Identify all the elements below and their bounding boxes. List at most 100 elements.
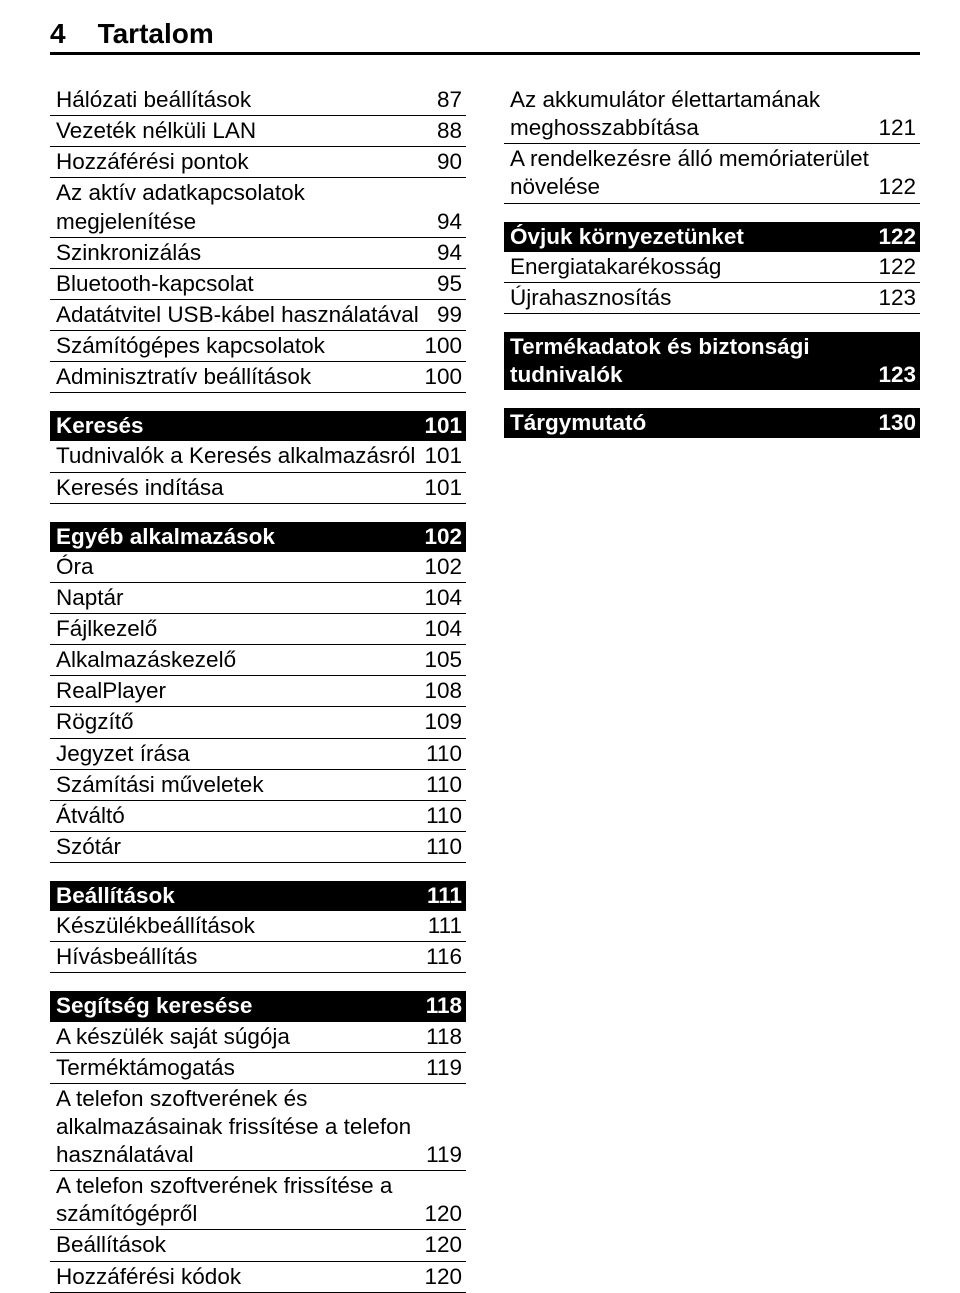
toc-label: Naptár (56, 584, 424, 612)
toc-page: 110 (426, 833, 462, 861)
toc-column-right: Az akkumulátor élettartamának meghosszab… (504, 85, 920, 1293)
toc-section: Termékadatok és biztonsági tudnivalók123 (504, 332, 920, 390)
toc-item: Fájlkezelő104 (50, 614, 466, 645)
toc-item: A rendelkezésre álló memóriaterület növe… (504, 144, 920, 203)
toc-item: Számítási műveletek110 (50, 770, 466, 801)
toc-label: Szinkronizálás (56, 239, 437, 267)
toc-page: 101 (424, 412, 462, 440)
toc-page: 101 (424, 442, 462, 470)
toc-label: Az akkumulátor élettartamának meghosszab… (510, 86, 878, 142)
toc-item: RealPlayer108 (50, 676, 466, 707)
toc-label: Keresés indítása (56, 474, 424, 502)
header-title: Tartalom (98, 18, 214, 50)
toc-label: Jegyzet írása (56, 740, 426, 768)
toc-item: Energiatakarékosság122 (504, 252, 920, 283)
toc-label: Egyéb alkalmazások (56, 523, 424, 551)
toc-page: 122 (878, 173, 916, 201)
toc-section: Beállítások111 (50, 881, 466, 911)
toc-label: Terméktámogatás (56, 1054, 426, 1082)
toc-label: Hozzáférési kódok (56, 1263, 424, 1291)
toc-label: Óvjuk környezetünket (510, 223, 878, 251)
toc-page: 102 (424, 553, 462, 581)
toc-label: Beállítások (56, 882, 427, 910)
toc-page: 122 (878, 253, 916, 281)
toc-label: A telefon szoftverének frissítése a szám… (56, 1172, 424, 1228)
toc-page: 130 (878, 409, 916, 437)
toc-item: A telefon szoftverének frissítése a szám… (50, 1171, 466, 1230)
toc-label: Óra (56, 553, 424, 581)
toc-label: Átváltó (56, 802, 426, 830)
toc-item: Az aktív adatkapcsolatok megjelenítése94 (50, 178, 466, 237)
toc-page: 99 (437, 301, 462, 329)
toc-item: Keresés indítása101 (50, 473, 466, 504)
toc-page: 116 (426, 943, 462, 971)
toc-item: Hozzáférési pontok90 (50, 147, 466, 178)
page-number: 4 (50, 18, 66, 50)
toc-item: A telefon szoftverének és alkalmazásaina… (50, 1084, 466, 1171)
toc-page: 110 (426, 771, 462, 799)
toc-item: Szótár110 (50, 832, 466, 863)
toc-label: Tárgymutató (510, 409, 878, 437)
toc-page: 88 (437, 117, 462, 145)
toc-label: RealPlayer (56, 677, 424, 705)
toc-label: Rögzítő (56, 708, 424, 736)
toc-page: 119 (426, 1054, 462, 1082)
toc-label: Segítség keresése (56, 992, 426, 1020)
toc-page: 120 (424, 1231, 462, 1259)
toc-label: Tudnivalók a Keresés alkalmazásról (56, 442, 424, 470)
toc-section: Óvjuk környezetünket122 (504, 222, 920, 252)
toc-page: 105 (424, 646, 462, 674)
toc-item: Adminisztratív beállítások100 (50, 362, 466, 393)
toc-label: Számítási műveletek (56, 771, 426, 799)
toc-item: Terméktámogatás119 (50, 1053, 466, 1084)
toc-page: 102 (424, 523, 462, 551)
toc-section: Egyéb alkalmazások102 (50, 522, 466, 552)
toc-page: 100 (424, 332, 462, 360)
toc-page: 95 (437, 270, 462, 298)
toc-page: 120 (424, 1263, 462, 1291)
toc-page: 111 (427, 882, 462, 910)
toc-label: Adatátvitel USB-kábel használatával (56, 301, 437, 329)
toc-page: 94 (437, 239, 462, 267)
toc-page: 90 (437, 148, 462, 176)
toc-page: 104 (424, 615, 462, 643)
toc-page: 119 (426, 1141, 462, 1169)
toc-item: Beállítások120 (50, 1230, 466, 1261)
toc-page: 118 (426, 1023, 462, 1051)
toc-item: Hálózati beállítások87 (50, 85, 466, 116)
toc-item: Naptár104 (50, 583, 466, 614)
toc-item: Átváltó110 (50, 801, 466, 832)
toc-page: 118 (426, 992, 462, 1020)
toc-page: 109 (424, 708, 462, 736)
toc-label: Termékadatok és biztonsági tudnivalók (510, 333, 878, 389)
toc-label: Hívásbeállítás (56, 943, 426, 971)
toc-item: Szinkronizálás94 (50, 238, 466, 269)
toc-item: Hozzáférési kódok120 (50, 1262, 466, 1293)
toc-label: Energiatakarékosság (510, 253, 878, 281)
toc-label: Hozzáférési pontok (56, 148, 437, 176)
toc-page: 108 (424, 677, 462, 705)
toc-label: Hálózati beállítások (56, 86, 437, 114)
toc-page: 110 (426, 740, 462, 768)
toc-section: Tárgymutató130 (504, 408, 920, 438)
toc-item: Hívásbeállítás116 (50, 942, 466, 973)
toc-page: 110 (426, 802, 462, 830)
toc-page: 100 (424, 363, 462, 391)
toc-item: Újrahasznosítás123 (504, 283, 920, 314)
toc-label: Bluetooth-kapcsolat (56, 270, 437, 298)
toc-page: 94 (437, 208, 462, 236)
toc-column-left: Hálózati beállítások87Vezeték nélküli LA… (50, 85, 466, 1293)
toc-page: 123 (878, 284, 916, 312)
toc-label: Az aktív adatkapcsolatok megjelenítése (56, 179, 437, 235)
toc-item: Számítógépes kapcsolatok100 (50, 331, 466, 362)
toc-page: 122 (878, 223, 916, 251)
toc-item: Adatátvitel USB-kábel használatával99 (50, 300, 466, 331)
toc-columns: Hálózati beállítások87Vezeték nélküli LA… (50, 85, 920, 1293)
toc-item: Bluetooth-kapcsolat95 (50, 269, 466, 300)
toc-label: Szótár (56, 833, 426, 861)
toc-label: A rendelkezésre álló memóriaterület növe… (510, 145, 878, 201)
toc-label: Adminisztratív beállítások (56, 363, 424, 391)
toc-item: A készülék saját súgója118 (50, 1022, 466, 1053)
toc-label: Fájlkezelő (56, 615, 424, 643)
toc-item: Óra102 (50, 552, 466, 583)
